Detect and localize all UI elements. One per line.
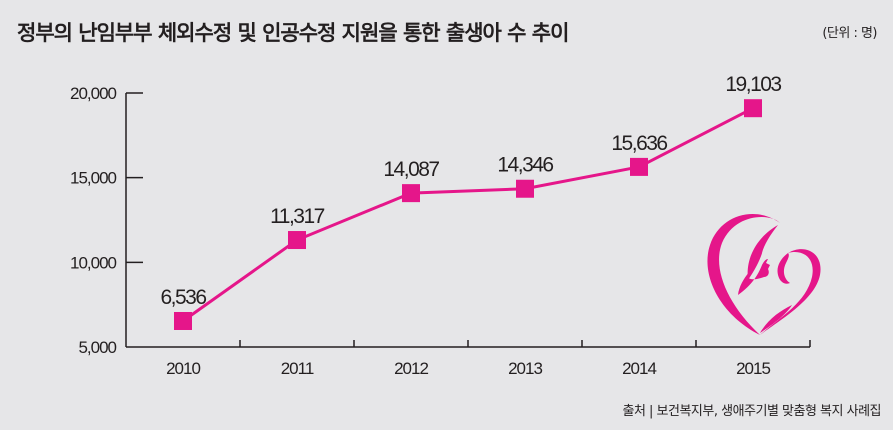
y-tick-label: 10,000	[70, 253, 117, 272]
source-note: 출처 | 보건복지부, 생애주기별 맞춤형 복지 사례집	[622, 404, 881, 419]
series-line	[182, 106, 754, 323]
data-point-marker	[402, 184, 420, 203]
chart-title: 정부의 난임부부 체외수정 및 인공수정 지원을 통한 출생아 수 추이	[17, 21, 569, 45]
data-label: 14,346	[497, 154, 553, 177]
data-labels: 6,536 11,317 14,087 14,346 15,636 19,103	[160, 73, 782, 309]
data-label: 15,636	[611, 132, 667, 155]
y-tick-label: 20,000	[70, 84, 117, 103]
data-label: 6,536	[160, 286, 206, 309]
y-tick-label: 5,000	[78, 338, 116, 357]
x-tick-label: 2011	[281, 359, 314, 378]
data-label: 14,087	[383, 158, 439, 181]
x-tick-label: 2014	[622, 359, 656, 378]
x-tick-label: 2015	[736, 359, 770, 378]
unit-label: (단위 : 명)	[822, 26, 877, 41]
data-point-marker	[516, 179, 534, 198]
data-point-marker	[288, 231, 306, 250]
x-tick-label: 2013	[508, 359, 542, 378]
data-label: 11,317	[270, 205, 324, 228]
data-point-marker	[744, 99, 762, 118]
series-markers	[174, 99, 762, 330]
mother-and-baby-heart-icon	[707, 214, 821, 335]
x-tick-label: 2010	[166, 359, 200, 378]
x-axis-ticks: 2010 2011 2012 2013 2014 2015	[166, 340, 811, 378]
x-tick-label: 2012	[394, 359, 428, 378]
data-label: 19,103	[725, 73, 781, 96]
data-point-marker	[630, 157, 648, 176]
data-point-marker	[174, 311, 192, 330]
y-tick-label: 15,000	[70, 169, 117, 188]
y-axis-ticks: 5,000 10,000 15,000 20,000	[70, 84, 143, 357]
